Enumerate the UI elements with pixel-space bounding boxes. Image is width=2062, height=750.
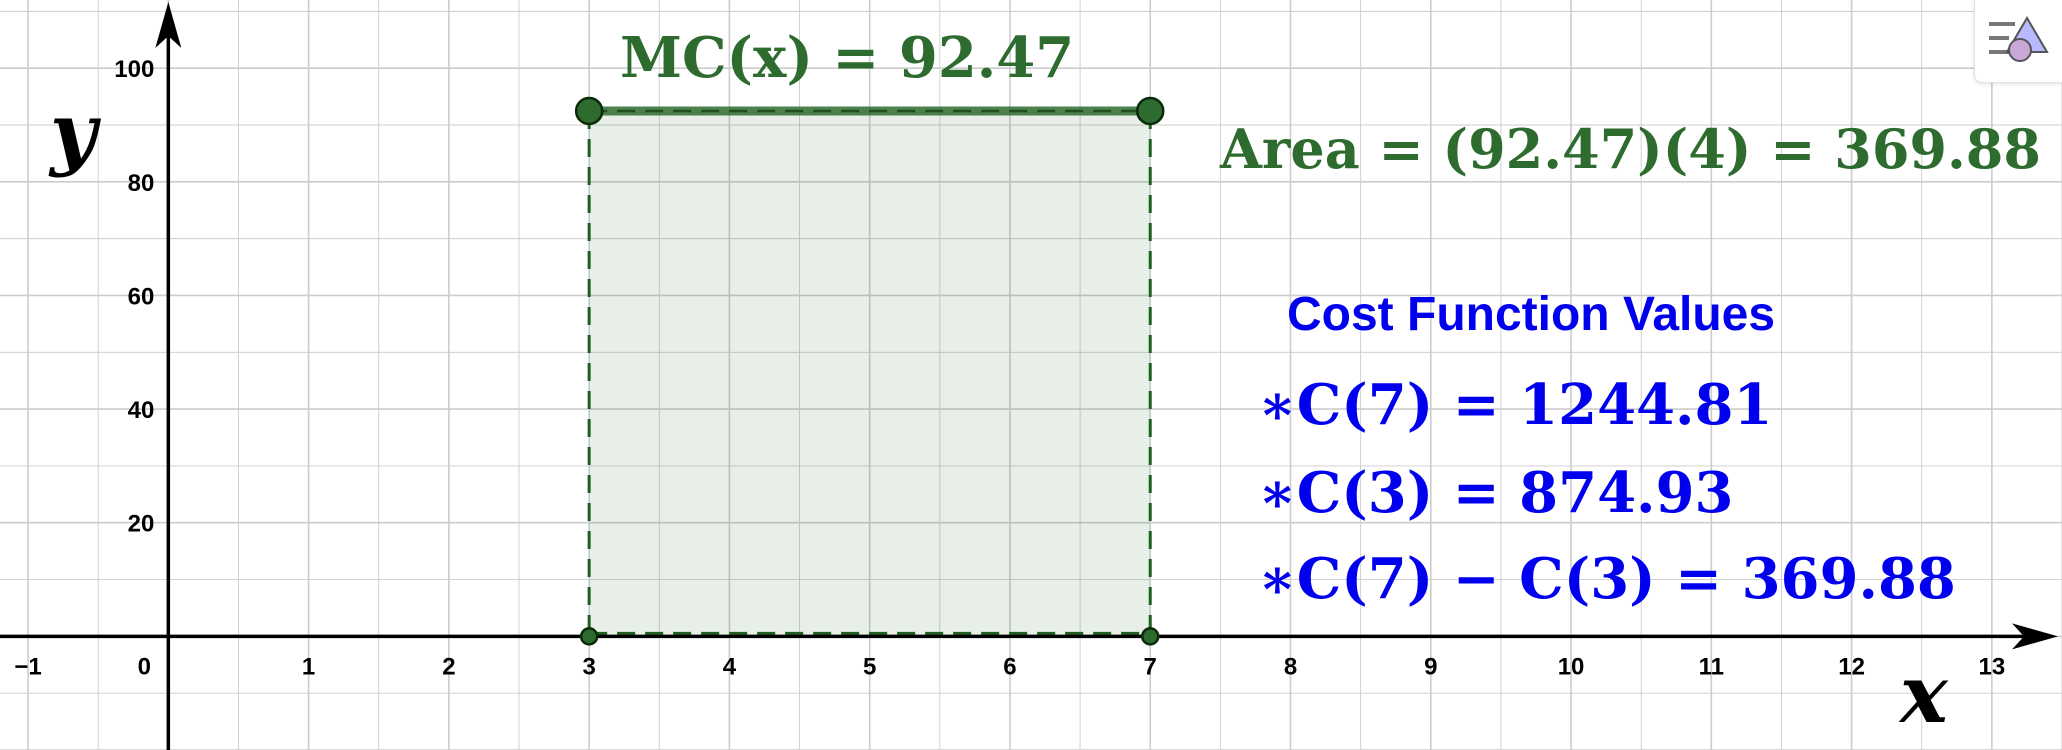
x-tick-label: 6: [1003, 653, 1016, 680]
y-axis-label: y: [48, 85, 102, 179]
x-tick-label: 12: [1838, 653, 1865, 680]
x-tick-label: −1: [14, 653, 41, 680]
style-bar-icon: [1989, 16, 2049, 62]
x-axis-label: x: [1898, 647, 1949, 741]
point-bottom-right[interactable]: [1140, 627, 1160, 646]
x-tick-label: 4: [723, 653, 737, 680]
x-tick-label: 3: [582, 653, 595, 680]
x-tick-label: 7: [1144, 653, 1157, 680]
point-top-left[interactable]: [574, 96, 604, 126]
point-top-right[interactable]: [1135, 96, 1165, 126]
style-bar-button[interactable]: [1974, 0, 2062, 83]
x-axis-arrow: [2012, 623, 2058, 650]
x-tick-label: 9: [1424, 653, 1437, 680]
y-axis-arrow: [155, 2, 182, 48]
x-tick-label: 0: [138, 653, 151, 680]
cost-c3-value: ∗C(3) = 874.93: [1258, 460, 1733, 526]
x-tick-label: 5: [863, 653, 876, 680]
area-label: Area = (92.47)(4) = 369.88: [1219, 117, 2041, 181]
cost-function-title: Cost Function Values: [1287, 288, 1775, 341]
x-tick-label: 10: [1558, 653, 1585, 680]
y-tick-label: 40: [128, 397, 155, 424]
x-tick-label: 8: [1284, 653, 1297, 680]
x-tick-label: 11: [1699, 653, 1724, 680]
point-bottom-left[interactable]: [579, 627, 599, 646]
y-tick-label: 60: [128, 283, 155, 310]
y-tick-label: 100: [114, 56, 154, 83]
cost-c7-value: ∗C(7) = 1244.81: [1258, 372, 1772, 438]
x-tick-label: 1: [302, 653, 315, 680]
area-fill: [589, 110, 1151, 637]
x-tick-label: 2: [442, 653, 455, 680]
y-tick-label: 80: [128, 170, 155, 197]
area-rectangle[interactable]: [587, 106, 1152, 637]
y-tick-label: 20: [128, 511, 155, 538]
mc-label: MC(x) = 92.47: [620, 25, 1074, 91]
x-tick-label: 13: [1979, 653, 2006, 680]
cost-difference-value: ∗C(7) − C(3) = 369.88: [1258, 546, 1956, 612]
